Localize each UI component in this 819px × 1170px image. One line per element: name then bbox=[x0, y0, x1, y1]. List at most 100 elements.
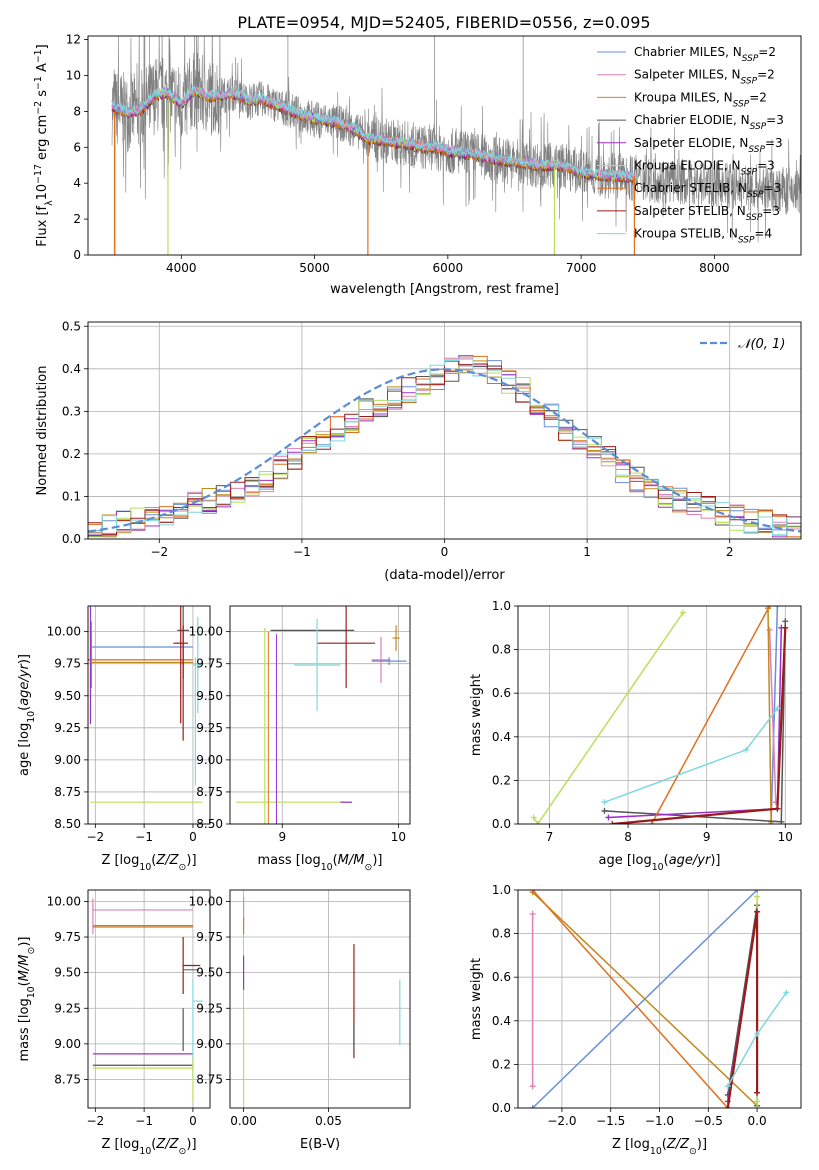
weight-marker bbox=[766, 626, 773, 633]
weight-marker bbox=[724, 1083, 731, 1090]
legend-sub: SSP bbox=[733, 99, 750, 109]
legend-text: Chabrier MILES, N bbox=[634, 45, 742, 59]
label-part: −1 bbox=[33, 49, 44, 63]
x-tick-label: 0.05 bbox=[315, 1114, 342, 1128]
legend-sub: SSP bbox=[742, 54, 759, 64]
y-tick-label: 9.00 bbox=[196, 1037, 223, 1051]
label-part: ( bbox=[17, 981, 32, 986]
x-tick-label: 8000 bbox=[699, 261, 730, 275]
label-part: ⊙ bbox=[689, 1146, 697, 1157]
label-part: M/M bbox=[17, 955, 32, 982]
x-tick-label: 9 bbox=[703, 830, 711, 844]
axes-frame bbox=[229, 605, 411, 825]
weight-marker bbox=[742, 746, 749, 753]
x-axis-label: Z [log10(Z/Z⊙)] bbox=[101, 853, 196, 873]
label-part: ( bbox=[662, 1137, 667, 1152]
x-tick-label: −2 bbox=[86, 1114, 104, 1128]
x-tick-label: −1 bbox=[135, 830, 153, 844]
legend-label: 𝒩(0, 1) bbox=[738, 337, 785, 352]
y-tick-label: 9.25 bbox=[54, 721, 81, 735]
legend-label: Salpeter ELODIE, NSSP=3 bbox=[634, 136, 783, 155]
x-axis-label: Z [log10(Z/Z⊙)] bbox=[612, 1137, 707, 1157]
label-part: 10 bbox=[652, 862, 664, 873]
weight-marker bbox=[754, 1098, 761, 1105]
y-tick-label: 8.50 bbox=[54, 817, 81, 831]
x-axis-label: mass [log10(M/M⊙)] bbox=[258, 853, 383, 873]
y-tick-label: 0.0 bbox=[62, 532, 81, 546]
y-tick-label: 9.25 bbox=[196, 721, 223, 735]
y-tick-label: 12 bbox=[66, 33, 81, 47]
y-tick-label: 9.75 bbox=[196, 930, 223, 944]
x-tick-label: −1 bbox=[293, 545, 311, 559]
label-part: mass [log bbox=[258, 853, 321, 868]
weight-marker bbox=[601, 799, 608, 806]
axes-frame bbox=[517, 605, 802, 825]
label-part: age/yr bbox=[17, 662, 32, 705]
legend-sub: SSP bbox=[738, 236, 755, 246]
y-tick-label: 0.8 bbox=[492, 927, 511, 941]
legend-tail: =2 bbox=[757, 68, 775, 82]
y-tick-label: 0.8 bbox=[492, 643, 511, 657]
label-part: Z/Z bbox=[666, 1137, 690, 1152]
plot-area bbox=[530, 606, 789, 824]
y-tick-label: 9.75 bbox=[196, 657, 223, 671]
axes-frame bbox=[87, 605, 211, 825]
weight-line-kroupa_miles bbox=[767, 608, 772, 822]
label-part: 10 bbox=[26, 711, 37, 723]
legend-text: Kroupa ELODIE, N bbox=[634, 159, 741, 173]
y-tick-label: 0.4 bbox=[492, 730, 511, 744]
legend-sub: SSP bbox=[750, 122, 767, 132]
label-part: )] bbox=[17, 654, 32, 664]
legend-text: Kroupa STELIB, N bbox=[634, 227, 738, 241]
data-spectrum bbox=[111, 36, 801, 243]
y-tick-label: 6 bbox=[73, 140, 81, 154]
weight-marker bbox=[609, 821, 616, 824]
weight-marker bbox=[783, 989, 790, 996]
legend-sub: SSP bbox=[741, 168, 758, 178]
x-tick-label: 0.00 bbox=[230, 1114, 257, 1128]
weight-marker bbox=[754, 893, 761, 900]
legend-tail: =3 bbox=[764, 181, 782, 195]
x-tick-label: 0.0 bbox=[748, 1114, 767, 1128]
y-tick-label: 9.50 bbox=[196, 689, 223, 703]
weight-line-kroupa_miles bbox=[532, 891, 758, 1107]
label-part: ⊙ bbox=[364, 862, 372, 873]
weight-marker bbox=[534, 821, 541, 824]
plot-area bbox=[111, 36, 801, 255]
plot-area bbox=[235, 606, 407, 824]
label-part: mass [log bbox=[17, 998, 32, 1061]
x-axis-label: age [log10(age/yr)] bbox=[598, 853, 720, 873]
label-part: 10 bbox=[35, 184, 50, 201]
weight-line-salpeter_stelib bbox=[612, 627, 787, 824]
normal-curve bbox=[88, 368, 801, 533]
plot-area bbox=[242, 897, 401, 1108]
legend-text: Salpeter STELIB, N bbox=[634, 204, 746, 218]
y-axis-label: mass weight bbox=[469, 958, 484, 1040]
x-axis-label: (data-model)/error bbox=[384, 568, 505, 583]
label-part: ] bbox=[35, 44, 50, 49]
y-tick-label: 0.3 bbox=[62, 404, 81, 418]
panel-spectrum: 4000 5000 6000 7000 8000 0 2 4 6 8 10 12 wavelength … bbox=[33, 33, 802, 297]
weight-marker bbox=[782, 624, 789, 631]
legend-sub: SSP bbox=[746, 213, 763, 223]
y-axis-label: Flux [fλ10−17 erg cm−2 s−1 A−1] bbox=[33, 44, 55, 246]
label-part: M/M bbox=[338, 853, 365, 868]
y-tick-label: 1.0 bbox=[492, 599, 511, 613]
axes-frame bbox=[229, 889, 411, 1109]
x-tick-label: 7000 bbox=[566, 261, 597, 275]
x-tick-label: 9 bbox=[278, 830, 286, 844]
label-part: )] bbox=[710, 853, 720, 868]
y-tick-label: 0.5 bbox=[62, 319, 81, 333]
legend-label: Kroupa MILES, NSSP=2 bbox=[634, 90, 767, 109]
legend-text: Salpeter ELODIE, N bbox=[634, 136, 748, 150]
model-kroupa_stelib bbox=[111, 85, 637, 180]
weight-marker bbox=[530, 814, 537, 821]
legend-label: Salpeter MILES, NSSP=2 bbox=[634, 68, 775, 87]
label-part: ( bbox=[17, 706, 32, 711]
weight-marker bbox=[648, 821, 655, 824]
weight-line-salpeter_miles bbox=[768, 629, 777, 803]
label-part: Z/Z bbox=[155, 853, 179, 868]
y-axis-label: age [log10(age/yr)] bbox=[17, 654, 37, 776]
label-part: age/yr bbox=[669, 853, 712, 868]
